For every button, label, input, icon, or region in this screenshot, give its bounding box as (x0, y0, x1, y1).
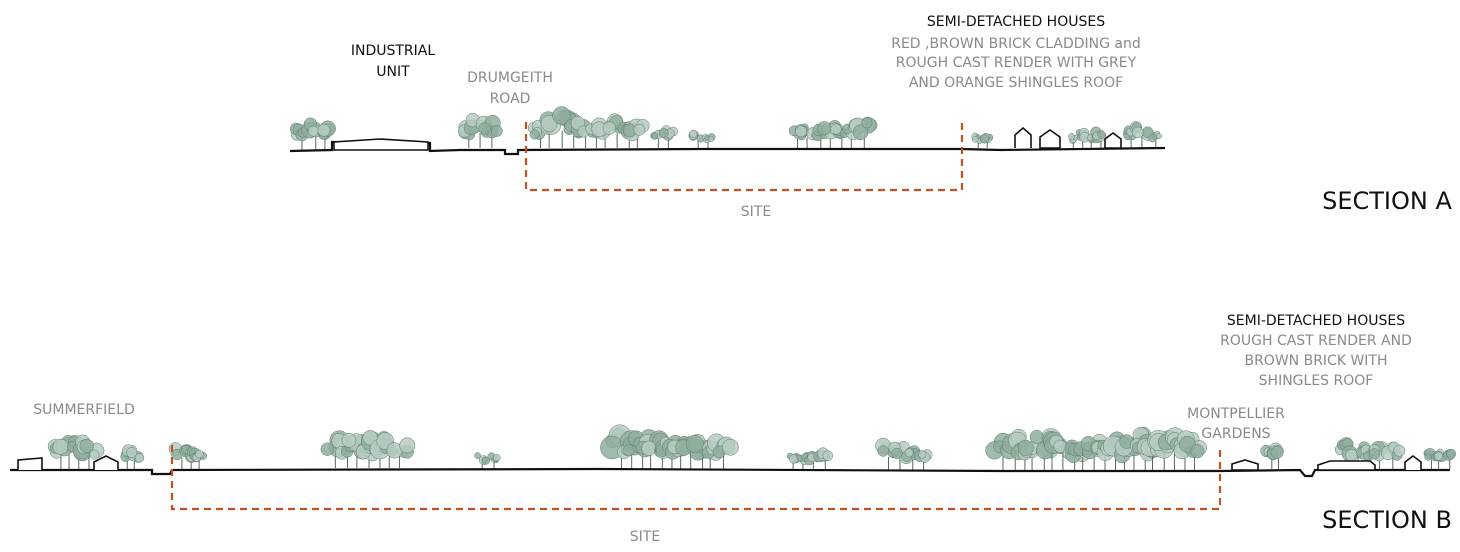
ground-line (10, 467, 1450, 478)
label: RED ,BROWN BRICK CLADDING and (891, 36, 1141, 52)
trees (47, 106, 1456, 470)
house (17, 457, 43, 470)
tree (813, 447, 833, 470)
tree (188, 447, 208, 469)
tree (979, 132, 994, 148)
label: GARDENS (1201, 426, 1270, 442)
label: SUMMERFIELD (33, 402, 134, 418)
tree (1075, 127, 1091, 148)
site-label: SITE (741, 204, 771, 220)
tree (913, 449, 933, 470)
house (1014, 126, 1032, 148)
tree (478, 115, 503, 148)
tree (1068, 133, 1079, 148)
tree (707, 433, 739, 469)
tree (602, 113, 631, 148)
section-title: SECTION A (1322, 187, 1452, 215)
house (1231, 459, 1259, 471)
tree (688, 129, 705, 148)
tree (658, 125, 678, 148)
tree (386, 437, 416, 468)
tree (1148, 130, 1162, 148)
tree (849, 116, 878, 148)
house (1404, 455, 1422, 470)
site-label: SITE (630, 529, 660, 545)
tree (622, 118, 650, 148)
label: DRUMGEITH (467, 70, 553, 86)
house (1104, 132, 1122, 149)
tree (1443, 448, 1456, 469)
tree (474, 452, 490, 469)
label-title: SEMI-DETACHED HOUSES (1227, 313, 1405, 329)
label: AND ORANGE SHINGLES ROOF (909, 75, 1123, 91)
tree (1423, 448, 1440, 469)
label: ROAD (490, 91, 531, 107)
tree (1017, 439, 1039, 470)
tree (1176, 430, 1207, 470)
label: INDUSTRIAL (351, 43, 436, 59)
tree (76, 438, 105, 469)
house (1039, 129, 1061, 149)
industrial-unit (333, 138, 429, 151)
tree (1129, 121, 1154, 148)
house (93, 455, 119, 470)
label: BROWN BRICK WITH (1244, 353, 1387, 369)
tree (126, 447, 145, 469)
section-title: SECTION B (1322, 506, 1452, 534)
label: UNIT (376, 64, 410, 80)
tree (702, 133, 716, 148)
tree (1380, 441, 1406, 469)
label: SHINGLES ROOF (1259, 373, 1374, 389)
site-boundary (170, 445, 1222, 511)
label: ROUGH CAST RENDER AND (1220, 333, 1412, 349)
label: MONTPELLIER (1187, 406, 1285, 422)
label: ROUGH CAST RENDER WITH GREY (896, 55, 1137, 71)
tree (317, 120, 336, 150)
house (1317, 460, 1376, 471)
label-title: SEMI-DETACHED HOUSES (927, 14, 1105, 30)
tree (487, 452, 501, 469)
tree (1267, 442, 1284, 469)
tree (1090, 126, 1107, 148)
